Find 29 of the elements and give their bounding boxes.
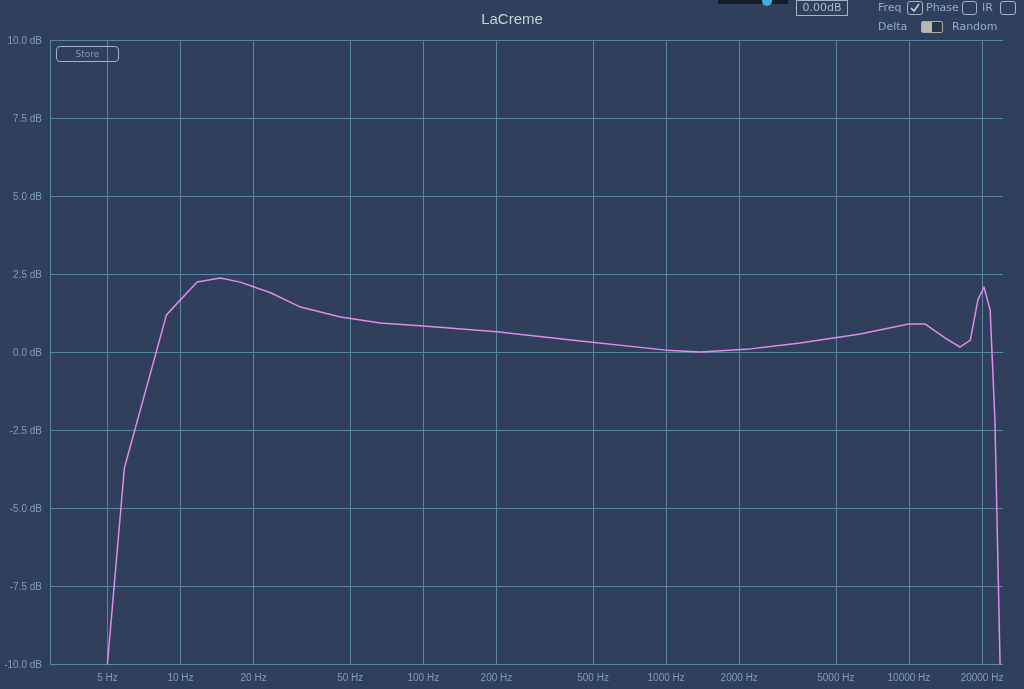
text: IR — [982, 1, 993, 14]
y-tick-label: 5.0 dB — [13, 190, 43, 202]
store-button: Store — [56, 46, 119, 62]
x-tick-label: 20 Hz — [240, 671, 267, 683]
x-tick-label: 200 Hz — [480, 671, 513, 683]
text: Delta — [878, 20, 908, 33]
x-tick-label: 2000 Hz — [720, 671, 758, 683]
x-tick-label: 10000 Hz — [887, 671, 931, 683]
x-tick-label: 5000 Hz — [817, 671, 855, 683]
x-tick-label: 10 Hz — [167, 671, 194, 683]
x-tick-label: 500 Hz — [577, 671, 609, 683]
y-tick-label: 2.5 dB — [13, 268, 43, 280]
y-tick-label: -2.5 dB — [9, 424, 43, 436]
y-tick-label: 0.0 dB — [13, 346, 43, 358]
x-tick-label: 20000 Hz — [960, 671, 1004, 683]
text: Phase — [926, 1, 959, 14]
y-tick-label: -7.5 dB — [9, 580, 43, 592]
text: Freq — [878, 1, 902, 14]
y-tick-label: -10.0 dB — [4, 658, 43, 670]
x-tick-label: 100 Hz — [407, 671, 440, 683]
x-tick-label: 5 Hz — [97, 671, 118, 683]
text: Random — [952, 20, 998, 33]
y-tick-label: 10.0 dB — [7, 34, 43, 46]
x-tick-label: 50 Hz — [337, 671, 364, 683]
x-tick-label: 1000 Hz — [647, 671, 685, 683]
y-tick-label: -5.0 dB — [9, 502, 43, 514]
y-tick-label: 7.5 dB — [13, 112, 43, 124]
chart-title: LaCreme — [481, 10, 543, 27]
gain-field: 0.00dB — [796, 0, 848, 16]
